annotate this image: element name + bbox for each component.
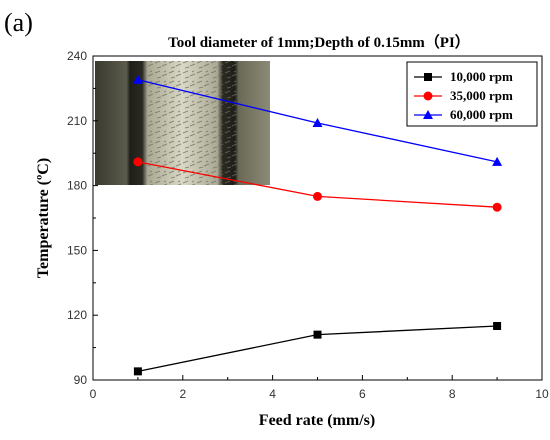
panel-label: (a) <box>4 8 33 37</box>
legend-label: 10,000 rpm <box>450 69 513 84</box>
series-1 <box>133 322 502 376</box>
data-point <box>313 191 322 201</box>
chart-title: Tool diameter of 1mm;Depth of 0.15mm（PI） <box>168 33 470 51</box>
data-point <box>132 74 143 84</box>
y-tick-label: 120 <box>67 308 87 322</box>
x-axis-title: Feed rate (mm/s) <box>259 412 375 429</box>
x-tick-label: 4 <box>269 387 276 401</box>
data-point <box>313 330 322 339</box>
series-3 <box>132 74 503 166</box>
legend-marker <box>424 73 432 81</box>
data-point <box>493 322 502 330</box>
y-tick-label: 90 <box>74 373 88 387</box>
y-tick-label: 150 <box>67 243 87 257</box>
y-axis-title: Temperature (ºC) <box>35 158 52 278</box>
legend-label: 60,000 rpm <box>450 107 513 122</box>
data-point <box>133 157 143 167</box>
legend-marker <box>423 110 433 119</box>
y-tick-label: 210 <box>67 114 87 128</box>
y-axis: 90 120 150 180 210 240 <box>67 49 98 387</box>
y-tick-label: 240 <box>67 49 87 63</box>
series-2 <box>133 157 502 212</box>
x-tick-label: 2 <box>179 387 186 401</box>
legend-item: 10,000 rpm <box>414 69 513 84</box>
data-point <box>312 117 323 127</box>
x-tick-label: 8 <box>449 387 456 401</box>
data-point <box>492 202 502 212</box>
x-tick-label: 10 <box>535 387 549 401</box>
y-tick-label: 180 <box>67 179 87 193</box>
legend-item: 60,000 rpm <box>414 107 513 122</box>
x-tick-label: 6 <box>359 387 366 401</box>
legend: 10,000 rpm 35,000 rpm 60,000 rpm <box>406 61 538 127</box>
x-axis: 0 2 4 6 8 10 <box>90 375 549 401</box>
plot-area <box>132 74 503 376</box>
data-point <box>133 367 142 376</box>
legend-item: 35,000 rpm <box>414 88 513 103</box>
x-tick-label: 0 <box>90 387 97 401</box>
inset-micrograph <box>95 61 270 185</box>
legend-label: 35,000 rpm <box>450 88 513 103</box>
data-point <box>492 156 503 166</box>
legend-marker <box>423 91 433 101</box>
